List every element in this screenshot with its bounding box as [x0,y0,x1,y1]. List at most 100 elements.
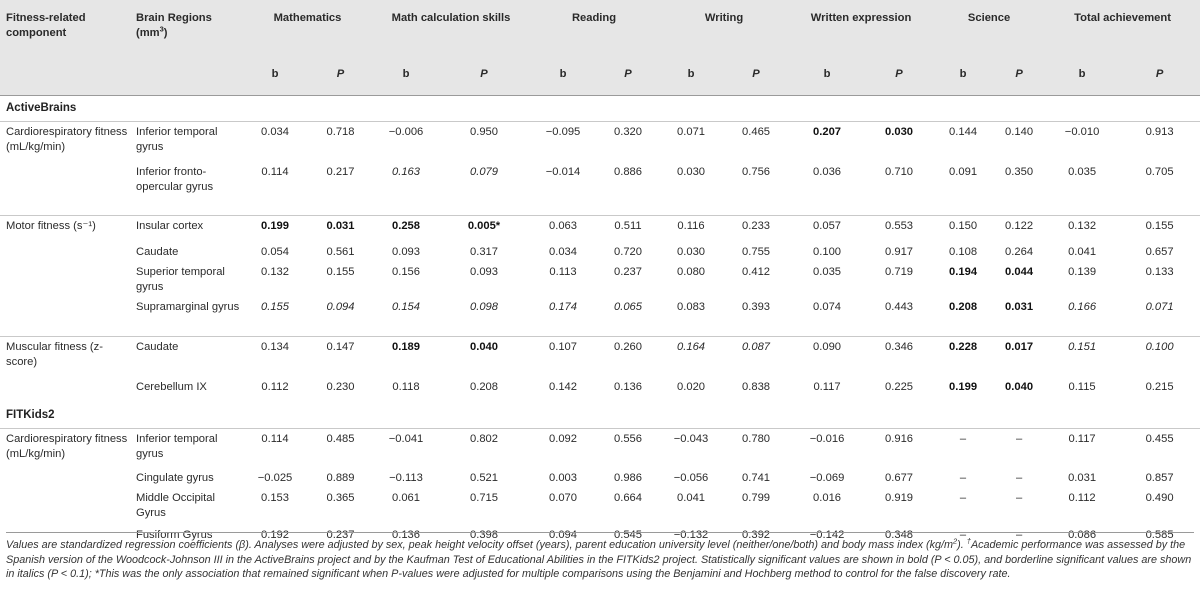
cell-b-6: 0.031 [1068,472,1097,484]
cell-component [0,377,132,403]
footnote-text-3: Academic performance was assessed by the… [6,539,1192,581]
cell-p-2: 0.065 [614,300,642,313]
cell-p-0: 0.485 [308,427,373,468]
cell-b-6: 0.041 [1068,245,1097,258]
cell-p-4: 0.030 [865,121,934,162]
cell-b-2: 0.003 [549,472,577,484]
cell-b-3: −0.056 [673,472,709,484]
cell-b-1: 0.156 [392,265,420,278]
cell-component [0,262,132,297]
cell-p-0: 0.217 [326,165,355,178]
cell-p-6: 0.155 [1119,215,1200,242]
cell-p-4: 0.225 [885,380,914,393]
cell-p-6: 0.490 [1145,492,1174,504]
footnote-sup: 2 [952,536,958,546]
table-row: Middle Occipital Gyrus 0.153 0.365 0.061 0.7… [0,488,1200,525]
table-header: Fitness-related component Brain Regions (… [0,0,1200,96]
cell-p-1: 0.079 [470,165,498,178]
cell-region: Inferior fronto-opercular gyrus [136,165,214,193]
table-row: Cerebellum IX 0.112 0.230 0.118 0.208 0.142 0.… [0,377,1200,403]
header-p-4: P [865,61,934,96]
section-row: ActiveBrains [0,96,1200,122]
cell-region: Superior temporal gyrus [136,265,225,293]
cell-b-4: 0.117 [813,380,841,393]
cell-b-3: −0.043 [659,427,724,468]
cell-b-6: 0.117 [1045,427,1120,468]
cell-b-1: 0.154 [392,300,420,313]
cell-b-3: 0.041 [677,492,706,504]
cell-p-4: 0.710 [885,165,914,178]
cell-p-5: 0.122 [993,215,1046,242]
cell-p-0: 0.889 [326,472,355,484]
header-regions-unit-close: ) [163,27,168,39]
cell-b-5: 0.150 [933,215,994,242]
header-regions: Brain Regions (mm3) [132,0,242,61]
cell-b-0: 0.114 [261,165,289,178]
header-regions-label: Brain Regions [136,12,212,24]
results-table-container: Fitness-related component Brain Regions (… [0,0,1200,544]
cell-b-5: – [959,529,967,541]
cell-p-6: 0.657 [1145,245,1174,258]
header-regions-unit-sup: 3 [159,24,164,34]
cell-b-5: 0.194 [949,265,978,278]
cell-b-1: −0.041 [373,427,439,468]
header-group-math-calculation: Math calculation skills [373,0,529,61]
cell-p-3: 0.087 [723,336,790,377]
cell-p-6: 0.215 [1145,380,1174,393]
cell-component [0,297,132,337]
table-body: ActiveBrains Cardiorespiratory fitness (m… [0,96,1200,544]
cell-p-5: 0.264 [1005,245,1034,258]
cell-b-4: 0.074 [813,300,842,313]
cell-p-1: 0.715 [470,492,498,504]
cell-p-6: 0.913 [1119,121,1200,162]
cell-component [0,242,132,262]
cell-b-0: 0.199 [242,215,308,242]
header-b-4: b [789,61,866,96]
cell-b-4: 0.016 [813,492,842,504]
cell-p-1: 0.093 [470,265,498,278]
cell-p-0: 0.718 [308,121,373,162]
cell-p-5: 0.040 [1005,380,1034,393]
table-row: Supramarginal gyrus 0.155 0.094 0.154 0.098 0… [0,297,1200,337]
cell-b-5: – [959,492,967,504]
cell-p-4: 0.553 [865,215,934,242]
cell-p-0: 0.094 [326,300,355,313]
table-row: Cardiorespiratory fitness (mL/kg/min) Inf… [0,427,1200,468]
cell-region: Inferior temporal gyrus [132,427,242,468]
header-component: Fitness-related component [0,0,132,61]
cell-p-5: 0.017 [993,336,1046,377]
cell-region: Middle Occipital Gyrus [136,492,215,519]
cell-b-4: 0.090 [789,336,866,377]
cell-p-1: 0.208 [470,380,498,393]
table-row: Caudate 0.054 0.561 0.093 0.317 0.034 0.720 0.0… [0,242,1200,262]
cell-p-0: 0.230 [326,380,355,393]
cell-b-0: 0.054 [261,245,289,258]
cell-b-4: 0.035 [813,265,842,278]
cell-b-3: 0.080 [677,265,706,278]
cell-p-3: 0.465 [723,121,790,162]
header-b-3: b [659,61,724,96]
header-group-total-achievement: Total achievement [1045,0,1200,61]
cell-p-6: 0.100 [1119,336,1200,377]
cell-b-5: 0.091 [949,165,978,178]
cell-region: Supramarginal gyrus [136,300,240,313]
header-b-2: b [529,61,597,96]
cell-b-5: 0.208 [949,300,978,313]
cell-component [0,162,132,216]
cell-p-1: 0.802 [439,427,529,468]
cell-p-3: 0.838 [742,380,771,393]
cell-b-2: 0.113 [549,265,577,278]
cell-b-1: 0.189 [373,336,439,377]
cell-b-1: 0.118 [392,380,420,393]
cell-b-2: 0.092 [529,427,597,468]
cell-p-5: 0.031 [1005,300,1034,313]
cell-p-3: 0.393 [742,300,771,313]
cell-b-6: 0.112 [1068,492,1096,504]
cell-p-6: 0.857 [1145,472,1174,484]
header-regions-unit: (mm [136,27,160,39]
header-p-3: P [723,61,790,96]
header-b-5: b [933,61,994,96]
cell-p-6: 0.133 [1145,265,1174,278]
cell-p-2: 0.511 [597,215,660,242]
